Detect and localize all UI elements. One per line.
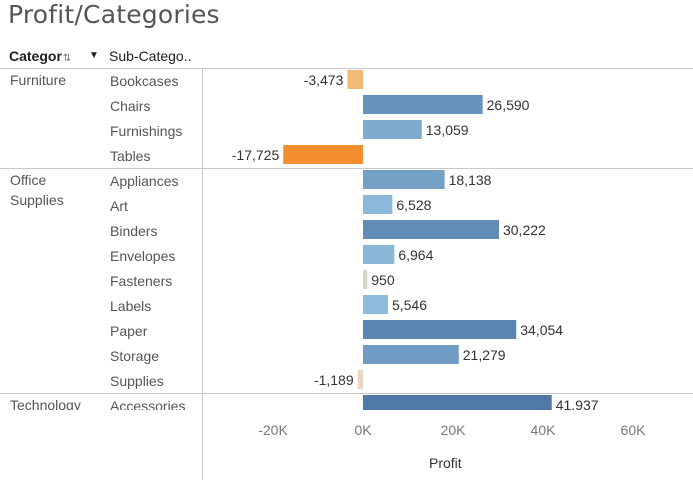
bar-value-label: 950	[371, 272, 395, 288]
bar[interactable]	[363, 120, 422, 139]
bar-value-label: 6,528	[396, 197, 431, 213]
bar-value-label: -3,473	[304, 72, 344, 88]
x-tick-label: 0K	[354, 422, 372, 438]
bar[interactable]	[363, 270, 367, 289]
bar-value-label: 26,590	[487, 97, 530, 113]
x-tick-label: 20K	[441, 422, 467, 438]
bar-value-label: 18,138	[449, 172, 492, 188]
x-tick-label: 60K	[621, 422, 647, 438]
bar[interactable]	[363, 95, 483, 114]
bar-value-label: -17,725	[232, 147, 280, 163]
bar-value-label: -1,189	[314, 372, 354, 388]
bar-value-label: 5,546	[392, 297, 427, 313]
bar[interactable]	[363, 395, 552, 410]
bar-value-label: 30,222	[503, 222, 546, 238]
x-axis-title: Profit	[429, 455, 462, 471]
bar-value-label: 13,059	[426, 122, 469, 138]
bar[interactable]	[363, 295, 388, 314]
bar-value-label: 41,937	[556, 397, 599, 410]
bar-value-label: 21,279	[463, 347, 506, 363]
x-tick-label: -20K	[258, 422, 288, 438]
x-tick-label: 40K	[531, 422, 557, 438]
bar-value-label: 6,964	[398, 247, 433, 263]
bar[interactable]	[363, 170, 445, 189]
bar[interactable]	[363, 345, 459, 364]
bar[interactable]	[363, 220, 499, 239]
bar-value-label: 34,054	[520, 322, 563, 338]
bar[interactable]	[283, 145, 363, 164]
bar[interactable]	[358, 370, 363, 389]
bar[interactable]	[347, 70, 363, 89]
bar-chart: -3,473 26,590 13,059 -17,725 18,138 6,528 30,2…	[0, 0, 693, 410]
bar[interactable]	[363, 245, 394, 264]
rows-viewport[interactable]: Furniture Office Supplies Technology Boo…	[0, 0, 693, 410]
bar[interactable]	[363, 320, 516, 339]
bar[interactable]	[363, 195, 392, 214]
